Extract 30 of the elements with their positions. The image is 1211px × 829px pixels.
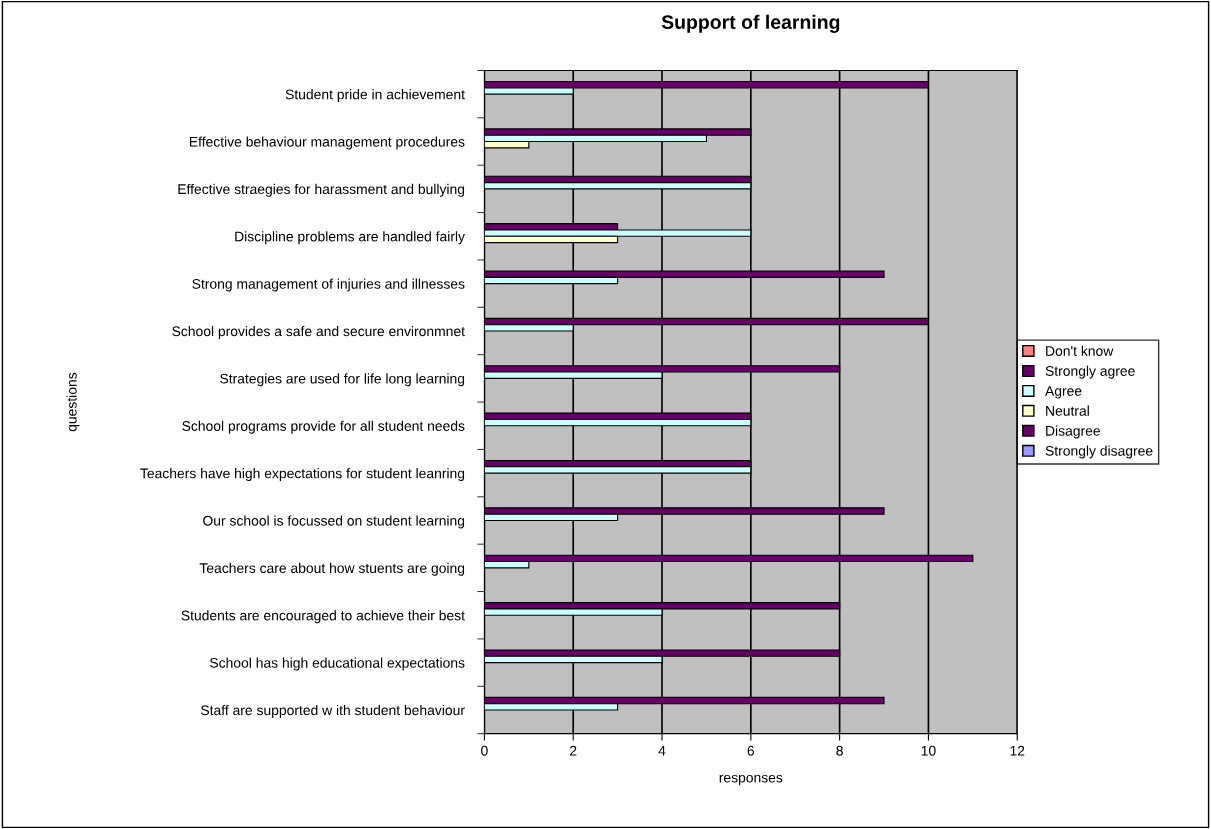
y-tick-label: Effective behaviour management procedures bbox=[189, 136, 465, 150]
y-tick-label: Teachers care about how stuents are going bbox=[199, 562, 465, 576]
x-tick-label: 10 bbox=[921, 745, 936, 756]
y-tick-label: Our school is focussed on student learning bbox=[203, 515, 465, 529]
legend-label: Agree bbox=[1045, 386, 1082, 399]
x-tick-label: 2 bbox=[570, 745, 577, 756]
y-tick-label: Student pride in achievement bbox=[285, 89, 465, 103]
x-tick-label: 4 bbox=[658, 745, 666, 756]
x-tick-label: 0 bbox=[481, 745, 488, 756]
x-axis-title: responses bbox=[719, 774, 783, 786]
y-tick-label: Strategies are used for life long learning bbox=[220, 373, 465, 387]
y-tick-label: School has high educational expectations bbox=[210, 657, 465, 671]
y-tick-label: Discipline problems are handled fairly bbox=[235, 231, 465, 245]
legend-label: Strongly disagree bbox=[1045, 445, 1153, 459]
legend-label: Strongly agree bbox=[1045, 365, 1135, 379]
y-tick-label: School programs provide for all student needs bbox=[182, 420, 465, 434]
legend-label: Neutral bbox=[1046, 405, 1089, 416]
x-tick-label: 8 bbox=[836, 745, 843, 756]
y-tick-label: Students are encouraged to achieve their best bbox=[181, 610, 465, 624]
y-tick-label: School provides a safe and secure environmnet bbox=[172, 325, 465, 339]
y-tick-label: Teachers have high expectations for student leanring bbox=[140, 468, 465, 482]
x-tick-label: 6 bbox=[747, 745, 755, 756]
y-axis-title: questions bbox=[66, 372, 80, 432]
y-tick-label: Strong management of injuries and illnesses bbox=[192, 278, 465, 292]
y-tick-label: Staff are supported w ith student behaviour bbox=[201, 704, 465, 718]
y-tick-label: Effective straegies for harassment and bullying bbox=[178, 183, 465, 197]
legend-label: Don't know bbox=[1046, 345, 1114, 356]
legend-label: Disagree bbox=[1046, 425, 1100, 439]
chart-title: Support of learning bbox=[661, 14, 840, 33]
x-tick-label: 12 bbox=[1010, 745, 1025, 756]
